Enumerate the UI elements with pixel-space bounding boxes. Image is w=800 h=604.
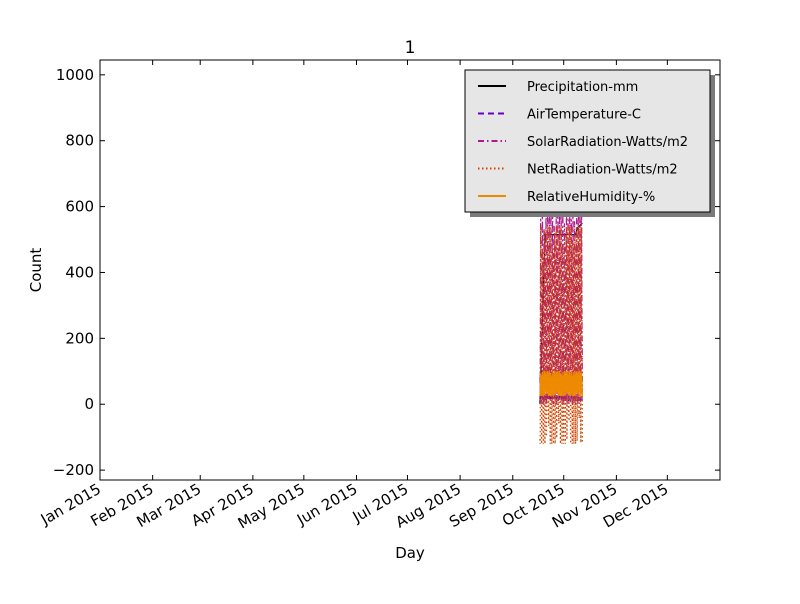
- series-line-relativehumidity-: [539, 369, 583, 398]
- legend-label: RelativeHumidity-%: [527, 190, 655, 205]
- chart-title: 1: [405, 38, 416, 58]
- legend-label: NetRadiation-Watts/m2: [527, 163, 678, 178]
- series-line-netradiation-watts-m2: [539, 225, 583, 444]
- y-tick-label: 0: [84, 395, 94, 413]
- y-tick-label: −200: [53, 461, 94, 479]
- x-axis-label: Day: [395, 544, 425, 562]
- y-tick-label: 600: [65, 198, 94, 216]
- y-axis-label: Count: [27, 248, 45, 293]
- legend-label: SolarRadiation-Watts/m2: [527, 135, 688, 150]
- legend-label: AirTemperature-C: [527, 108, 641, 123]
- y-tick-label: 400: [65, 263, 94, 281]
- y-tick-label: 1000: [56, 66, 94, 84]
- y-tick-label: 800: [65, 132, 94, 150]
- x-tick-label: Jun 2015: [293, 480, 360, 529]
- plot-frame: [99, 59, 721, 481]
- y-tick-label: 200: [65, 329, 94, 347]
- legend-label: Precipitation-mm: [527, 80, 638, 95]
- legend: Precipitation-mm AirTemperature-C SolarRad…: [464, 69, 715, 217]
